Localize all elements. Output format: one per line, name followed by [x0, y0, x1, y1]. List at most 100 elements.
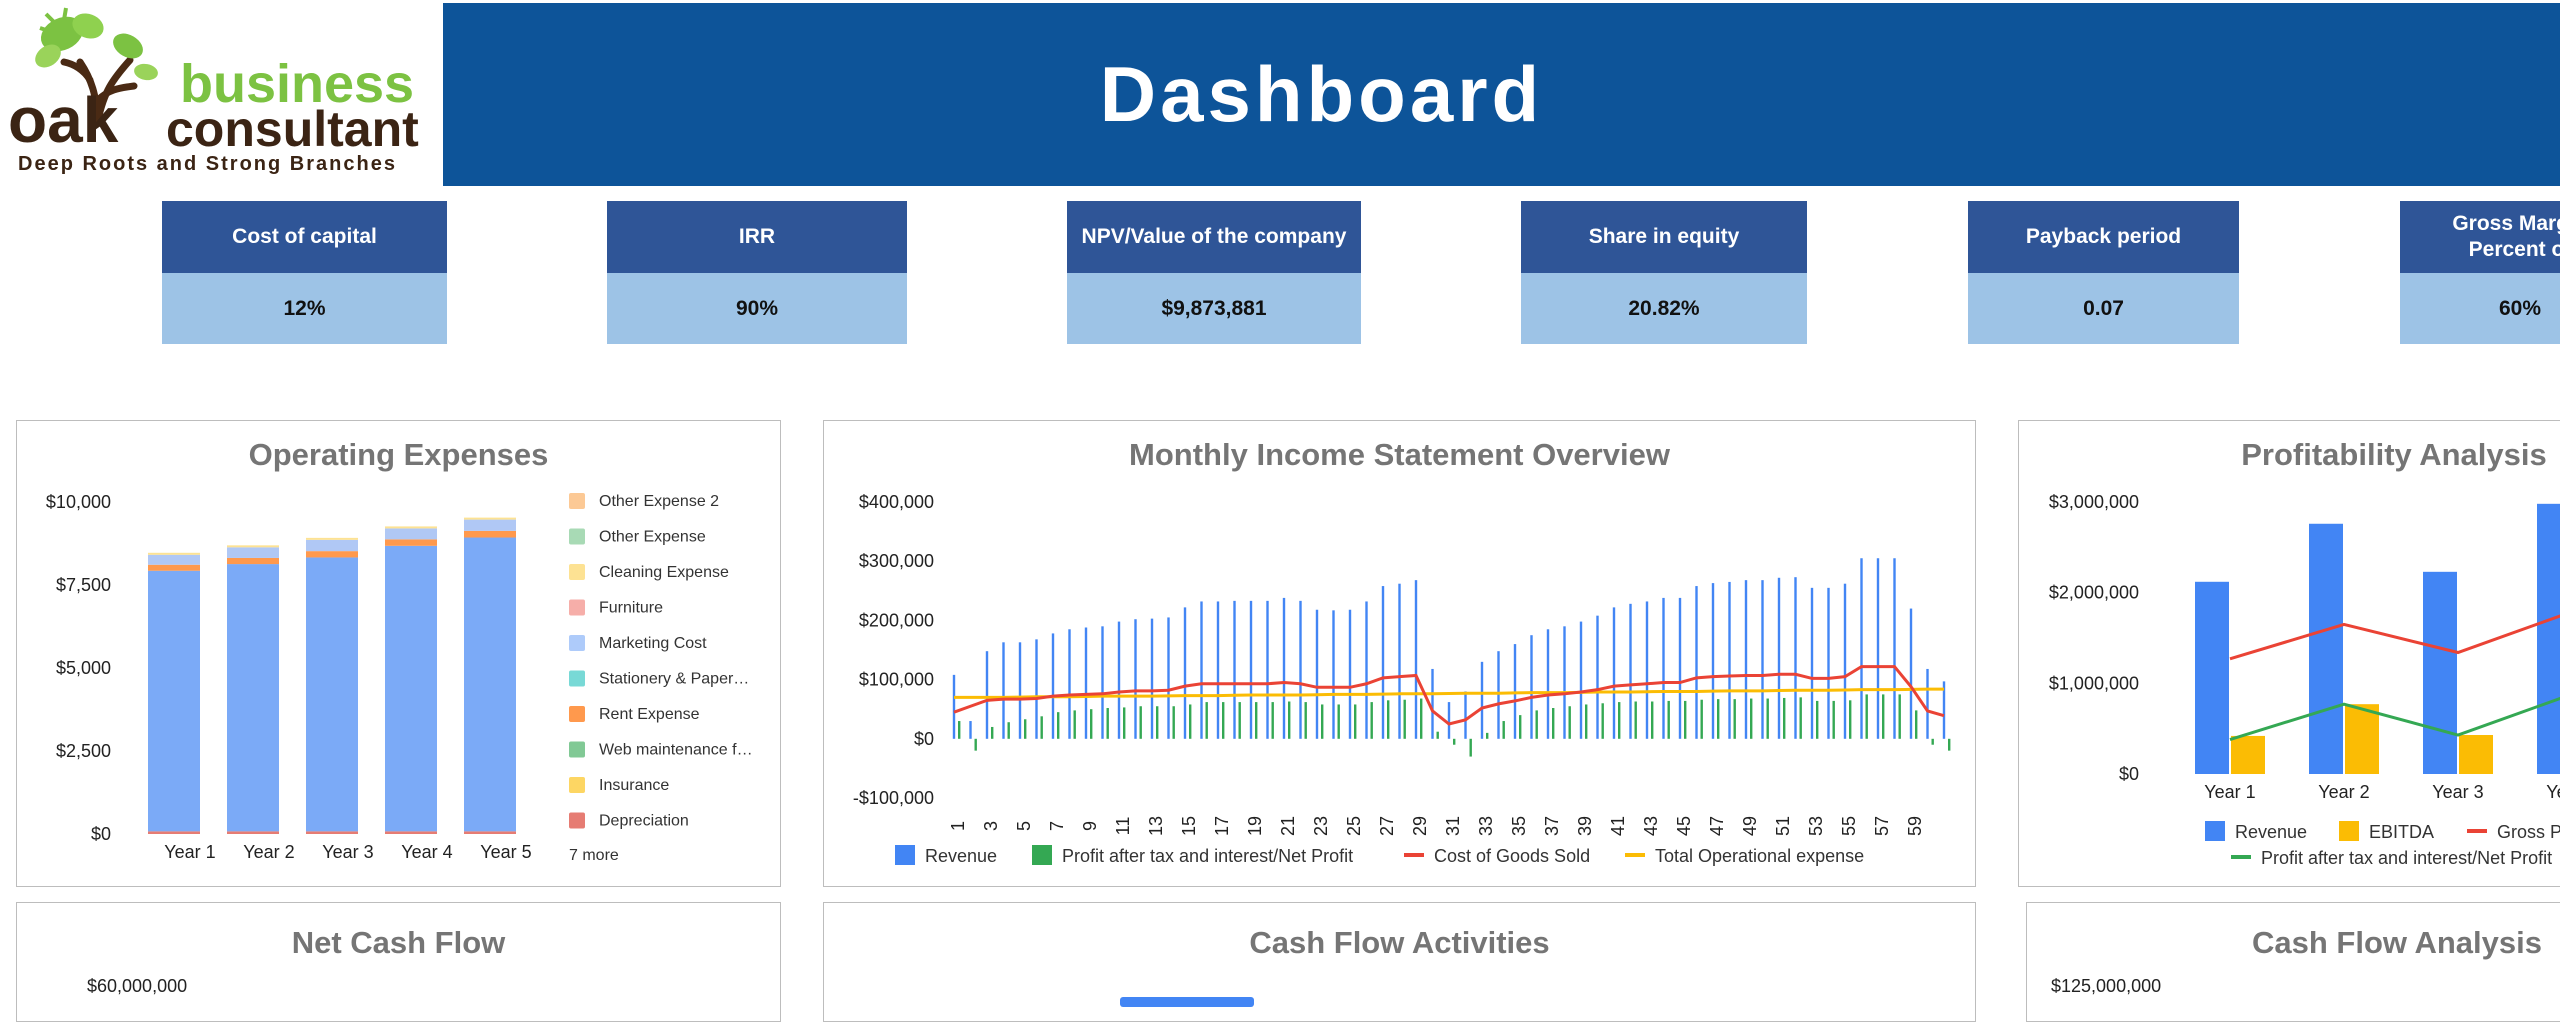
kpi-value: $9,873,881 — [1067, 273, 1361, 344]
kpi-payback-period: Payback period 0.07 — [1968, 201, 2239, 344]
oak-logo-graphic: oak business consultant Deep Roots and S… — [8, 7, 419, 175]
profit-bar — [1684, 700, 1687, 739]
revenue-bar — [1827, 587, 1830, 739]
ebitda-bar — [2345, 704, 2379, 774]
x-tick-label: 33 — [1476, 816, 1496, 836]
operating-expenses-chart: $10,000 $7,500 $5,000 $2,500 $0 Year 1 Year 2 Y… — [46, 492, 753, 864]
bar-segment — [306, 539, 358, 552]
axis-tick-label: $60,000,000 — [87, 976, 188, 996]
bar-segment — [227, 831, 279, 834]
revenue-bar — [1909, 608, 1913, 739]
legend-label: Stationery & Paper… — [599, 671, 749, 688]
legend-label: Other Expense — [599, 529, 706, 546]
chart-title: Net Cash Flow — [291, 925, 506, 960]
profit-bar — [1024, 719, 1027, 739]
x-tick-label: 31 — [1443, 816, 1463, 836]
profit-bar — [1007, 722, 1010, 739]
legend-label: Total Operational expense — [1655, 846, 1864, 866]
header-banner: Dashboard — [443, 3, 2560, 186]
revenue-bar — [1414, 580, 1418, 739]
x-tick-label: 53 — [1806, 816, 1826, 836]
y-tick-label: $2,500 — [56, 741, 111, 761]
cash-flow-analysis-panel: Cash Flow Analysis $125,000,000 — [2026, 902, 2560, 1022]
axis-tick-label: $125,000,000 — [2051, 976, 2162, 996]
kpi-cost-of-capital: Cost of capital 12% — [162, 201, 447, 344]
bar-segment — [464, 519, 516, 531]
logo-business-text: business — [180, 54, 414, 114]
legend-swatch — [569, 670, 585, 687]
bar-segment — [227, 545, 279, 548]
revenue-bar — [2309, 523, 2343, 774]
profit-bar — [1783, 697, 1786, 739]
x-tick-label: Year 1 — [2204, 782, 2255, 802]
operating-expenses-panel: Operating Expenses $10,000 $7,500 $5,000 $2… — [16, 420, 781, 887]
revenue-bar — [1926, 668, 1929, 739]
legend-swatch — [2231, 855, 2251, 859]
x-tick-label: 27 — [1377, 816, 1397, 836]
legend-swatch — [1404, 853, 1424, 857]
profit-bar — [1931, 738, 1934, 745]
y-tick-label: $0 — [91, 824, 111, 844]
profit-bar — [1717, 699, 1720, 739]
revenue-bar — [1051, 633, 1055, 739]
revenue-bar — [1200, 601, 1203, 739]
page-title: Dashboard — [1099, 50, 1544, 138]
revenue-bar — [1365, 601, 1368, 739]
net-cash-flow-panel: Net Cash Flow $60,000,000 — [16, 902, 781, 1022]
bar-segment — [385, 528, 437, 540]
x-tick-label: Year 1 — [164, 842, 215, 862]
bar-segment — [464, 530, 516, 538]
revenue-bar — [1150, 618, 1154, 739]
bar-segment — [148, 552, 200, 555]
x-tick-label: 51 — [1773, 816, 1793, 836]
oak-tree-icon — [35, 7, 158, 124]
x-tick-label: 45 — [1674, 816, 1694, 836]
profit-bar — [1618, 702, 1621, 739]
x-tick-label: 43 — [1641, 816, 1661, 836]
chart-title: Cash Flow Analysis — [2252, 925, 2542, 960]
bar-segment — [227, 557, 279, 565]
revenue-bar — [1843, 583, 1847, 739]
legend-swatch — [569, 635, 585, 651]
logo-tagline: Deep Roots and Strong Branches — [18, 153, 397, 175]
x-tick-label: Year 5 — [480, 842, 531, 862]
legend-swatch — [569, 493, 585, 509]
legend-swatch — [2205, 821, 2225, 841]
bar-segment — [227, 547, 279, 558]
legend-label: Cost of Goods Sold — [1434, 846, 1590, 866]
kpi-irr: IRR 90% — [607, 201, 907, 344]
y-tick-label: $0 — [2119, 764, 2139, 784]
revenue-bar — [1546, 629, 1550, 739]
profit-bar — [1634, 701, 1637, 739]
x-tick-label: 35 — [1509, 816, 1529, 836]
kpi-npv: NPV/Value of the company $9,873,881 — [1067, 201, 1361, 344]
revenue-bar — [2195, 581, 2229, 774]
legend-swatch — [2339, 821, 2359, 841]
x-tick-label: 37 — [1542, 816, 1562, 836]
legend-swatch — [569, 741, 585, 758]
revenue-bar — [1084, 627, 1088, 739]
x-tick-label: Year 3 — [322, 842, 373, 862]
profit-bar — [1205, 702, 1208, 739]
profit-bar — [1865, 694, 1868, 739]
revenue-bar — [1596, 615, 1599, 739]
profit-bar — [1436, 731, 1439, 739]
x-tick-label: 13 — [1146, 816, 1166, 836]
bar-segment — [306, 557, 358, 832]
legend-swatch — [569, 564, 585, 580]
y-tick-label: $3,000,000 — [2049, 492, 2139, 512]
x-tick-label: 15 — [1179, 816, 1199, 836]
kpi-label: IRR — [607, 201, 907, 273]
profit-bar — [1354, 704, 1357, 739]
y-tick-label: -$100,000 — [853, 788, 934, 808]
x-tick-label: 21 — [1278, 816, 1298, 836]
revenue-bar — [1233, 600, 1236, 739]
revenue-bar — [1431, 668, 1434, 739]
company-logo: oak business consultant Deep Roots and S… — [0, 0, 442, 186]
profit-bar — [1750, 698, 1753, 739]
profit-bar — [1700, 699, 1703, 739]
profit-bar — [1535, 710, 1538, 739]
profit-bar — [1057, 712, 1060, 739]
revenue-bar — [1464, 691, 1467, 739]
revenue-bar — [1711, 583, 1715, 739]
